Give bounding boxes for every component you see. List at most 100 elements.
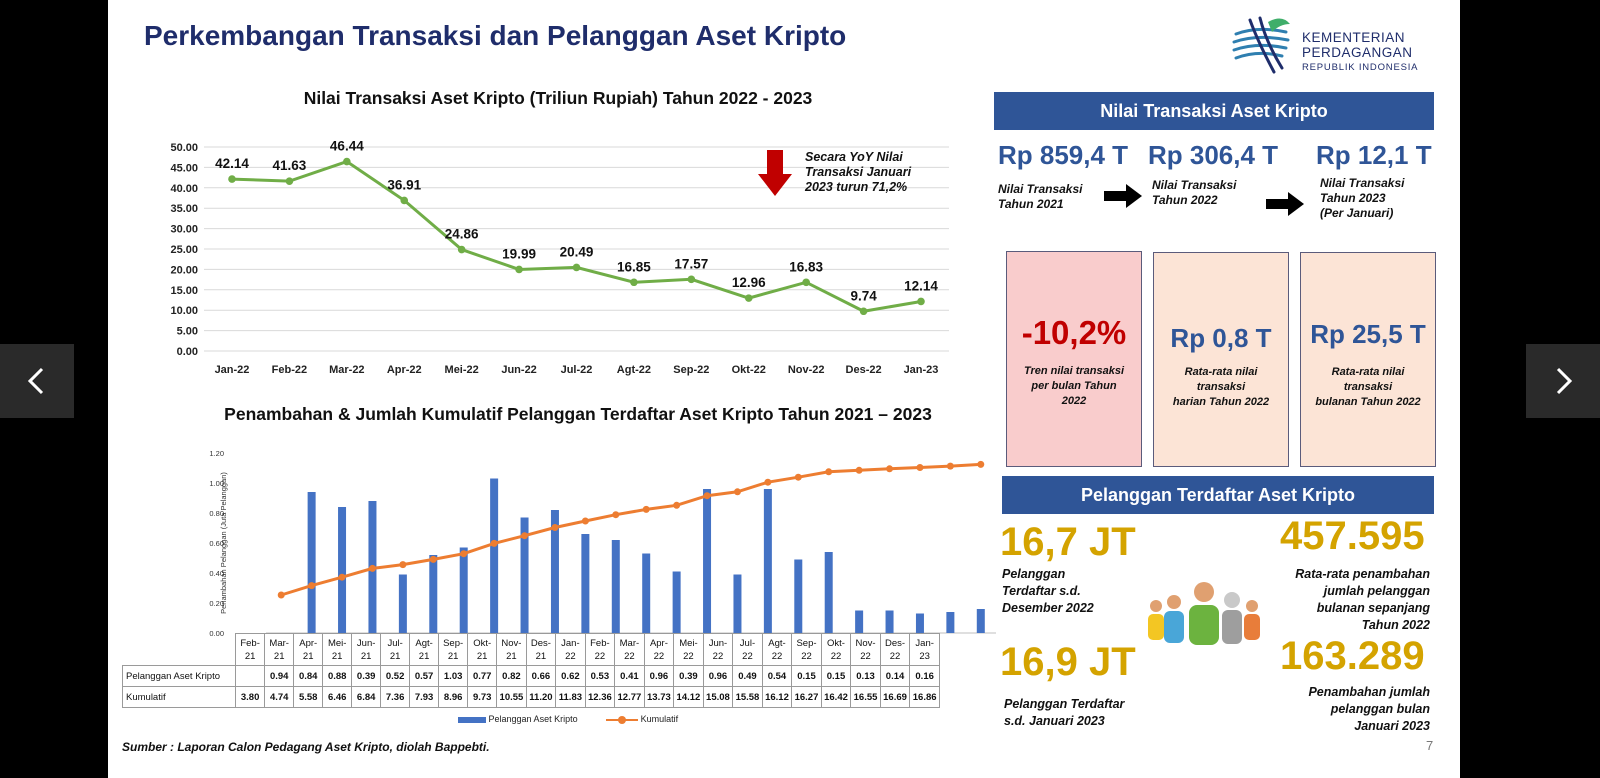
ministry-logo: KEMENTERIAN PERDAGANGAN REPUBLIK INDONES… xyxy=(1228,12,1438,82)
table-cell: 0.77 xyxy=(467,665,498,687)
x-tick-label: Jan-23 xyxy=(904,364,939,376)
label-line: Pelanggan xyxy=(1002,567,1066,581)
arrow-right-icon xyxy=(1266,192,1304,216)
y-left-tick-label: 0.40 xyxy=(209,569,224,578)
tren-card-label: Tren nilai transaksi per bulan Tahun 202… xyxy=(1007,364,1141,409)
y-tick-label: 50.00 xyxy=(170,142,198,154)
table-header-cell: Nov- 22 xyxy=(850,633,881,666)
table-cell: 11.20 xyxy=(525,686,557,708)
y-left-axis-label: Penambahan Pelanggan (Juta Pelanggan) xyxy=(219,472,228,614)
bar xyxy=(642,553,651,633)
label-line: (Per Januari) xyxy=(1320,206,1394,220)
data-label: 36.91 xyxy=(387,177,421,192)
cumulative-point xyxy=(886,465,894,473)
penambahan-jan-label: Penambahan jumlah pelanggan bulan Januar… xyxy=(1248,684,1430,735)
pelanggan-jan-label: Pelanggan Terdaftar s.d. Januari 2023 xyxy=(1004,696,1124,730)
bar xyxy=(429,555,438,633)
bar xyxy=(550,510,559,633)
table-header-cell: Agt- 21 xyxy=(409,633,440,666)
bar xyxy=(703,489,712,633)
table-cell: 8.96 xyxy=(438,686,469,708)
cumulative-point xyxy=(642,505,650,513)
data-point xyxy=(859,307,868,316)
bar xyxy=(520,517,529,633)
table-cell: 0.39 xyxy=(351,665,382,687)
label-line: s.d. Januari 2023 xyxy=(1004,714,1105,728)
next-slide-button[interactable] xyxy=(1526,344,1600,418)
data-point xyxy=(630,278,638,287)
table-header-cell: Mar- 22 xyxy=(614,633,645,666)
y-left-tick-label: 1.20 xyxy=(209,449,224,458)
table-cell: 0.82 xyxy=(496,665,527,687)
table-header-cell: Jul- 21 xyxy=(380,633,411,666)
pelanggan-jan-value: 16,9 JT xyxy=(1000,640,1136,684)
x-tick-label: Nov-22 xyxy=(788,364,825,376)
data-point xyxy=(343,157,351,166)
y-tick-label: 10.00 xyxy=(170,305,198,317)
x-tick-label: Mar-22 xyxy=(329,364,364,376)
label-line: Rata-rata nilai xyxy=(1184,366,1258,378)
label-line: Penambahan jumlah xyxy=(1308,685,1430,699)
slide-title: Perkembangan Transaksi dan Pelanggan Ase… xyxy=(144,20,847,51)
x-tick-label: Feb-22 xyxy=(272,364,307,376)
table-header-cell: Des- 21 xyxy=(525,633,557,666)
table-header-cell: Feb- 21 xyxy=(235,633,266,666)
pelanggan-des-value: 16,7 JT xyxy=(1000,520,1136,564)
bar xyxy=(794,559,803,633)
logo-line1: KEMENTERIAN xyxy=(1302,30,1406,45)
y-left-tick-label: 0.00 xyxy=(209,629,224,638)
yoy-annotation: Secara YoY Nilai Transaksi Januari 2023 … xyxy=(805,150,911,195)
x-tick-label: Sep-22 xyxy=(673,364,709,376)
prev-slide-button[interactable] xyxy=(0,344,74,418)
table-cell: 4.74 xyxy=(264,686,295,708)
label-line: Tren nilai transaksi xyxy=(1023,365,1125,377)
table-cell: 16.86 xyxy=(909,686,940,708)
table-cell: 13.73 xyxy=(643,686,675,708)
table-cell: 9.73 xyxy=(467,686,498,708)
penambahan-jan-value: 163.289 xyxy=(1280,634,1425,678)
table-header-cell: Jul- 22 xyxy=(732,633,763,666)
data-label: 12.14 xyxy=(904,278,938,293)
table-row-label: Kumulatif xyxy=(121,686,237,708)
table-cell: 0.54 xyxy=(761,665,793,687)
bar xyxy=(307,492,316,633)
label-line: Januari 2023 xyxy=(1354,719,1430,733)
transaksi-2022-label: Nilai Transaksi Tahun 2022 xyxy=(1152,178,1237,208)
x-tick-label: Des-22 xyxy=(846,364,882,376)
source-note: Sumber : Laporan Calon Pedagang Aset Kri… xyxy=(122,740,490,754)
logo-line3: REPUBLIK INDONESIA xyxy=(1302,62,1419,73)
data-point xyxy=(400,196,409,205)
table-header-cell: Apr- 21 xyxy=(293,633,324,666)
label-line: Tahun 2023 xyxy=(1320,191,1386,205)
arrow-right-icon xyxy=(1104,184,1142,208)
table-cell: 1.03 xyxy=(438,665,469,687)
table-cell: 5.58 xyxy=(293,686,324,708)
table-header-cell: Mar- 21 xyxy=(264,633,295,666)
rata-bulanan-label: Rata-rata nilai transaksi bulanan Tahun … xyxy=(1301,365,1435,410)
table-cell: 16.27 xyxy=(791,686,822,708)
table-header-cell: Agt- 22 xyxy=(761,633,793,666)
y-tick-label: 30.00 xyxy=(170,224,198,236)
cumulative-point xyxy=(308,582,316,590)
table-cell: 16.69 xyxy=(879,686,911,708)
table-cell: 6.84 xyxy=(351,686,382,708)
yoy-annotation-line: Secara YoY Nilai xyxy=(805,150,903,164)
legend-swatch-bar xyxy=(458,716,486,723)
table-header-cell: Jan- 22 xyxy=(555,633,586,666)
table-cell: 0.88 xyxy=(322,665,353,687)
label-line: 2022 xyxy=(1061,395,1087,407)
data-label: 42.14 xyxy=(215,156,249,171)
table-cell: 12.36 xyxy=(584,686,616,708)
table-cell: 6.46 xyxy=(322,686,353,708)
bar xyxy=(763,489,772,633)
page-number: 7 xyxy=(1426,738,1434,753)
table-cell: 0.84 xyxy=(293,665,324,687)
table-header-cell: Jun- 22 xyxy=(702,633,734,666)
label-line: Rata-rata nilai xyxy=(1331,366,1405,378)
cumulative-point xyxy=(825,468,833,476)
cumulative-point xyxy=(673,501,681,509)
table-cell: 0.39 xyxy=(673,665,704,687)
chevron-right-icon xyxy=(1556,367,1573,395)
label-line: Tahun 2022 xyxy=(1152,193,1218,207)
transaksi-2022-value: Rp 306,4 T xyxy=(1148,140,1279,170)
